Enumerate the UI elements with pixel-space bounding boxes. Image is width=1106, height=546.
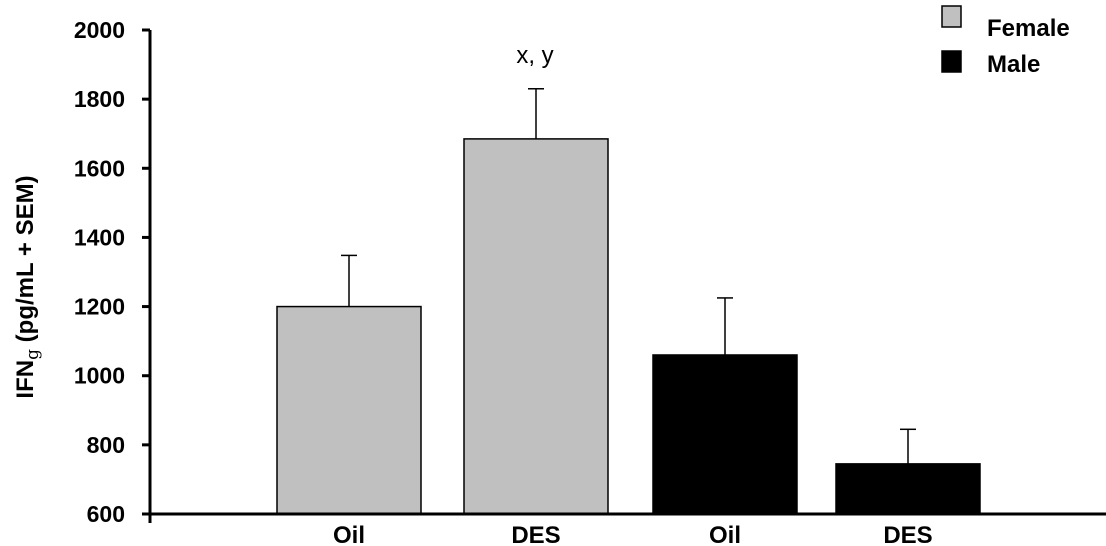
y-tick-label: 1200: [74, 294, 125, 320]
legend-label-male: Male: [987, 51, 1040, 78]
y-tick-label: 1000: [74, 363, 125, 389]
bar-male-oil: [652, 354, 798, 515]
y-tick-label: 2000: [74, 17, 125, 43]
x-category-label: DES: [511, 522, 560, 546]
y-tick-label: 600: [87, 501, 125, 527]
x-category-label: Oil: [333, 522, 365, 546]
x-axis-category-labels: Oil DES Oil DES: [333, 522, 933, 546]
y-axis-title-rest: (pg/mL + SEM): [12, 175, 39, 349]
y-tick-label: 1800: [74, 86, 125, 112]
bar-female-des: [463, 138, 609, 515]
y-tick-label: 1400: [74, 224, 125, 250]
error-bars-group: [341, 88, 916, 464]
y-axis-ticks: 600 800 1000 1200 1400 1600 1800 2000: [74, 17, 150, 527]
y-tick-label: 1600: [74, 155, 125, 181]
y-tick-label: 800: [87, 432, 125, 458]
significance-annotation: x, y: [516, 42, 553, 69]
legend-swatch-male: [941, 50, 962, 73]
x-category-label: Oil: [709, 522, 741, 546]
y-axis-title-subscript: g: [23, 349, 43, 360]
bars-group: [276, 138, 981, 515]
legend-swatch-female: [941, 5, 962, 28]
legend-label-female: Female: [987, 15, 1070, 42]
bar-female-oil: [276, 305, 422, 515]
y-axis-title: IFNg (pg/mL + SEM): [12, 175, 43, 398]
legend: Female Male: [941, 5, 1070, 78]
annotations-group: x, y: [516, 42, 553, 69]
bar-male-des: [835, 463, 981, 515]
x-category-label: DES: [883, 522, 932, 546]
y-axis-title-main: IFN: [12, 360, 39, 399]
